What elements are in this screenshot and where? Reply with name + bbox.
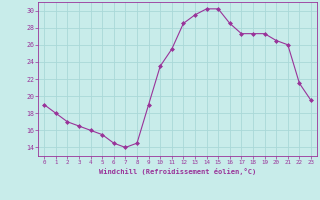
X-axis label: Windchill (Refroidissement éolien,°C): Windchill (Refroidissement éolien,°C) (99, 168, 256, 175)
